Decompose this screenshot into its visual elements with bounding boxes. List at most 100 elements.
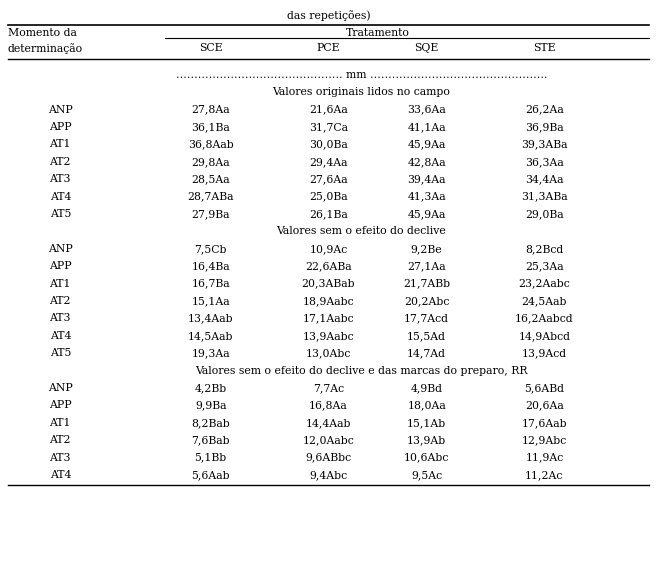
Text: 17,1Aabc: 17,1Aabc [303, 314, 354, 323]
Text: 36,9Ba: 36,9Ba [525, 122, 564, 132]
Text: STE: STE [533, 43, 556, 53]
Text: AT4: AT4 [49, 470, 71, 480]
Text: 21,7ABb: 21,7ABb [403, 279, 450, 289]
Text: 8,2Bcd: 8,2Bcd [525, 244, 564, 254]
Text: APP: APP [49, 122, 72, 132]
Text: Valores originais lidos no campo: Valores originais lidos no campo [272, 87, 450, 97]
Text: Valores sem o efeito do declive: Valores sem o efeito do declive [277, 226, 446, 236]
Text: 19,3Aa: 19,3Aa [191, 348, 230, 358]
Text: 15,5Ad: 15,5Ad [407, 331, 446, 341]
Text: 20,2Abc: 20,2Abc [404, 296, 449, 306]
Text: 36,8Aab: 36,8Aab [188, 139, 234, 149]
Text: AT4: AT4 [49, 192, 71, 201]
Text: 5,6ABd: 5,6ABd [524, 383, 564, 393]
Text: 16,2Aabcd: 16,2Aabcd [515, 314, 574, 323]
Text: 26,1Ba: 26,1Ba [309, 209, 348, 219]
Text: 45,9Aa: 45,9Aa [407, 209, 446, 219]
Text: 7,6Bab: 7,6Bab [191, 435, 230, 445]
Text: 10,9Ac: 10,9Ac [309, 244, 348, 254]
Text: 25,0Ba: 25,0Ba [309, 192, 348, 201]
Text: 12,9Abc: 12,9Abc [522, 435, 567, 445]
Text: 17,6Aab: 17,6Aab [522, 418, 567, 428]
Text: 12,0Aabc: 12,0Aabc [303, 435, 354, 445]
Text: ANP: ANP [48, 105, 73, 114]
Text: 9,5Ac: 9,5Ac [411, 470, 442, 480]
Text: 31,3ABa: 31,3ABa [521, 192, 568, 201]
Text: PCE: PCE [317, 43, 340, 53]
Text: das repetições): das repetições) [286, 10, 371, 21]
Text: 31,7Ca: 31,7Ca [309, 122, 348, 132]
Text: 16,4Ba: 16,4Ba [191, 261, 230, 271]
Text: 28,7ABa: 28,7ABa [187, 192, 234, 201]
Text: 41,3Aa: 41,3Aa [407, 192, 446, 201]
Text: 28,5Aa: 28,5Aa [191, 174, 230, 184]
Text: 14,5Aab: 14,5Aab [188, 331, 233, 341]
Text: AT1: AT1 [49, 139, 71, 149]
Text: 10,6Abc: 10,6Abc [404, 452, 449, 462]
Text: AT2: AT2 [49, 296, 71, 306]
Text: 13,9Aabc: 13,9Aabc [303, 331, 354, 341]
Text: 23,2Aabc: 23,2Aabc [518, 279, 570, 289]
Text: SCE: SCE [199, 43, 223, 53]
Text: Tratamento: Tratamento [346, 28, 409, 38]
Text: 11,9Ac: 11,9Ac [525, 452, 564, 462]
Text: 41,1Aa: 41,1Aa [407, 122, 446, 132]
Text: 36,3Aa: 36,3Aa [525, 157, 564, 167]
Text: 18,9Aabc: 18,9Aabc [303, 296, 354, 306]
Text: 27,1Aa: 27,1Aa [407, 261, 446, 271]
Text: 9,6ABbc: 9,6ABbc [306, 452, 351, 462]
Text: 14,9Abcd: 14,9Abcd [518, 331, 570, 341]
Text: 24,5Aab: 24,5Aab [522, 296, 567, 306]
Text: 13,0Abc: 13,0Abc [306, 348, 351, 358]
Text: AT3: AT3 [49, 452, 71, 462]
Text: 4,9Bd: 4,9Bd [411, 383, 443, 393]
Text: Momento da: Momento da [8, 28, 77, 38]
Text: APP: APP [49, 400, 72, 411]
Text: AT1: AT1 [49, 279, 71, 289]
Text: 39,4Aa: 39,4Aa [407, 174, 446, 184]
Text: 17,7Acd: 17,7Acd [404, 314, 449, 323]
Text: AT2: AT2 [49, 435, 71, 445]
Text: 29,4Aa: 29,4Aa [309, 157, 348, 167]
Text: determinação: determinação [8, 43, 83, 54]
Text: SQE: SQE [415, 43, 439, 53]
Text: 8,2Bab: 8,2Bab [191, 418, 230, 428]
Text: 5,6Aab: 5,6Aab [191, 470, 230, 480]
Text: 39,3ABa: 39,3ABa [521, 139, 568, 149]
Text: 25,3Aa: 25,3Aa [525, 261, 564, 271]
Text: AT2: AT2 [49, 157, 71, 167]
Text: ANP: ANP [48, 383, 73, 393]
Text: 21,6Aa: 21,6Aa [309, 105, 348, 114]
Text: 9,9Ba: 9,9Ba [195, 400, 227, 411]
Text: AT4: AT4 [49, 331, 71, 341]
Text: AT3: AT3 [49, 314, 71, 323]
Text: 13,9Acd: 13,9Acd [522, 348, 567, 358]
Text: 13,9Ab: 13,9Ab [407, 435, 446, 445]
Text: 20,3ABab: 20,3ABab [302, 279, 355, 289]
Text: 9,4Abc: 9,4Abc [309, 470, 348, 480]
Text: 27,6Aa: 27,6Aa [309, 174, 348, 184]
Text: 7,7Ac: 7,7Ac [313, 383, 344, 393]
Text: AT5: AT5 [49, 209, 71, 219]
Text: APP: APP [49, 261, 72, 271]
Text: 42,8Aa: 42,8Aa [407, 157, 446, 167]
Text: 34,4Aa: 34,4Aa [525, 174, 564, 184]
Text: ANP: ANP [48, 244, 73, 254]
Text: AT5: AT5 [49, 348, 71, 358]
Text: 30,0Ba: 30,0Ba [309, 139, 348, 149]
Text: 14,4Aab: 14,4Aab [306, 418, 351, 428]
Text: AT3: AT3 [49, 174, 71, 184]
Text: 33,6Aa: 33,6Aa [407, 105, 446, 114]
Text: 22,6ABa: 22,6ABa [306, 261, 351, 271]
Text: 15,1Ab: 15,1Ab [407, 418, 446, 428]
Text: 27,8Aa: 27,8Aa [191, 105, 230, 114]
Text: AT1: AT1 [49, 418, 71, 428]
Text: 18,0Aa: 18,0Aa [407, 400, 446, 411]
Text: 45,9Aa: 45,9Aa [407, 139, 446, 149]
Text: 5,1Bb: 5,1Bb [194, 452, 227, 462]
Text: 13,4Aab: 13,4Aab [188, 314, 233, 323]
Text: ………………………………………. mm ………………………………………….: ………………………………………. mm …………………………………………. [175, 70, 547, 80]
Text: 15,1Aa: 15,1Aa [191, 296, 230, 306]
Text: 26,2Aa: 26,2Aa [525, 105, 564, 114]
Text: 16,8Aa: 16,8Aa [309, 400, 348, 411]
